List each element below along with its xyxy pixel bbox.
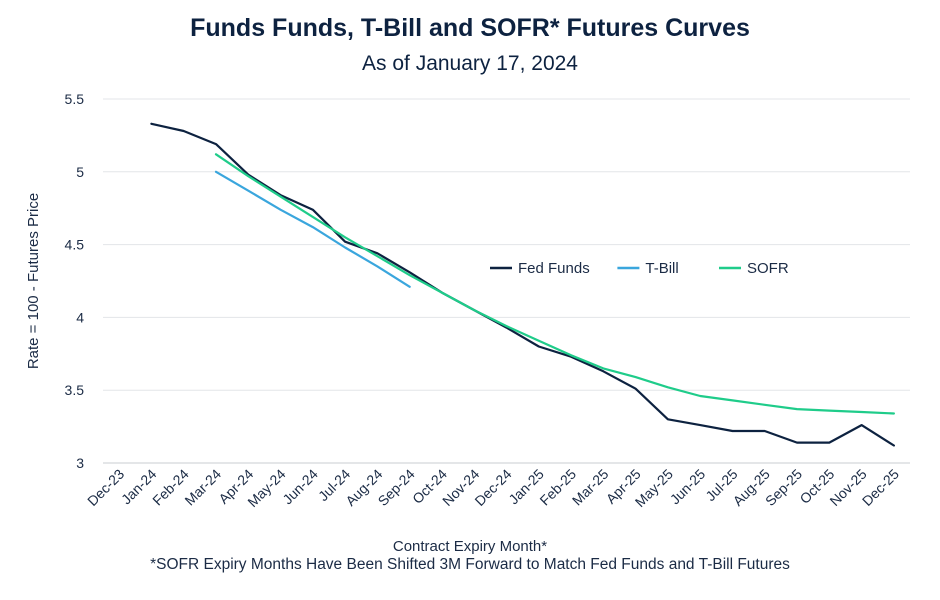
x-axis-label: Contract Expiry Month* [393, 538, 547, 555]
x-tick-label: Jun-25 [667, 466, 709, 508]
y-tick-label: 5.5 [65, 91, 85, 107]
x-tick-label: Dec-23 [84, 466, 127, 509]
x-tick-label: Sep-24 [375, 466, 418, 509]
legend-label: T-Bill [645, 260, 678, 277]
legend-label: SOFR [747, 260, 789, 277]
y-tick-labels: 3 3.5 4 4.5 5 5.5 [65, 91, 85, 471]
legend: Fed Funds T-Bill SOFR [490, 260, 789, 277]
y-tick-label: 5 [76, 164, 84, 180]
x-tick-labels: Dec-23Jan-24Feb-24Mar-24Apr-24May-24Jun-… [84, 466, 902, 510]
x-tick-label: Jun-24 [279, 466, 321, 508]
y-tick-label: 4 [76, 309, 84, 325]
x-tick-label: Dec-25 [859, 466, 902, 509]
x-tick-label: Sep-25 [762, 466, 805, 509]
series-line-fed-funds [150, 122, 895, 447]
y-tick-label: 4.5 [65, 237, 85, 253]
chart-title: Funds Funds, T-Bill and SOFR* Futures Cu… [190, 14, 750, 42]
footnote: *SOFR Expiry Months Have Been Shifted 3M… [150, 556, 790, 573]
x-tick-label: Dec-24 [471, 466, 514, 509]
y-tick-label: 3 [76, 455, 84, 471]
legend-label: Fed Funds [518, 260, 590, 277]
y-tick-label: 3.5 [65, 382, 85, 398]
chart-subtitle: As of January 17, 2024 [362, 52, 578, 75]
series-line-t-bill [214, 170, 411, 288]
gridlines [103, 98, 910, 464]
y-axis-label: Rate = 100 - Futures Price [25, 193, 42, 369]
series-lines [150, 122, 895, 447]
series-line-sofr [214, 153, 895, 415]
x-tick-label: Mar-24 [181, 466, 224, 509]
x-tick-label: Mar-25 [569, 466, 612, 509]
